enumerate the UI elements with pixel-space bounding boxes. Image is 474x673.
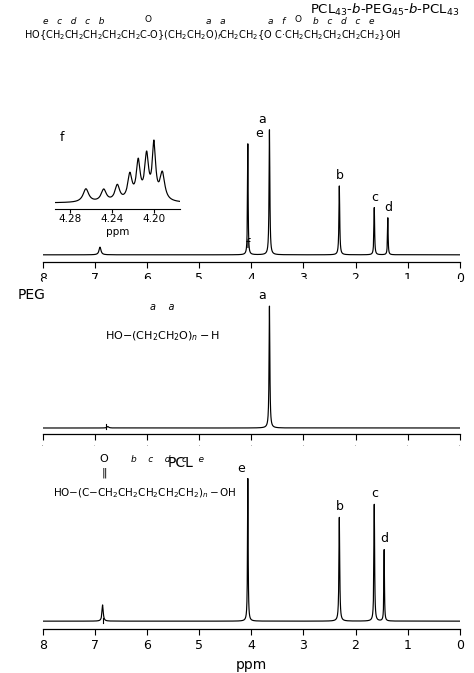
Text: b: b <box>336 499 343 513</box>
Text: d: d <box>380 532 388 545</box>
Text: b: b <box>336 169 343 182</box>
Text: a   a: a a <box>206 17 226 26</box>
Text: PEG: PEG <box>18 288 45 302</box>
Text: PCL: PCL <box>168 456 194 470</box>
Text: d: d <box>384 201 392 214</box>
Text: a: a <box>258 289 266 302</box>
X-axis label: ppm: ppm <box>236 658 267 672</box>
Text: b   c   d   c   e: b c d c e <box>313 17 374 26</box>
X-axis label: ppm: ppm <box>106 227 129 237</box>
Text: O: O <box>294 15 301 24</box>
Text: O: O <box>145 15 152 24</box>
Text: ‖: ‖ <box>101 468 107 479</box>
Text: a: a <box>258 113 266 126</box>
Text: f: f <box>60 131 64 144</box>
Text: O: O <box>100 454 109 464</box>
Text: PCL$_{43}$-$b$-PEG$_{45}$-$b$-PCL$_{43}$: PCL$_{43}$-$b$-PEG$_{45}$-$b$-PCL$_{43}$ <box>310 2 460 18</box>
Text: HO$-$(C$-$CH$_2$CH$_2$CH$_2$CH$_2$CH$_2$)$_n-$OH: HO$-$(C$-$CH$_2$CH$_2$CH$_2$CH$_2$CH$_2$… <box>53 486 237 499</box>
Text: a    a: a a <box>149 302 174 312</box>
Text: f: f <box>246 238 250 251</box>
Text: HO{CH$_2$CH$_2$CH$_2$CH$_2$CH$_2$C-O}(CH$_2$CH$_2$O)$_f$CH$_2$CH$_2${O C·CH$_2$C: HO{CH$_2$CH$_2$CH$_2$CH$_2$CH$_2$C-O}(CH… <box>24 28 401 42</box>
Text: e: e <box>237 462 246 475</box>
Text: e   c   d   c   b: e c d c b <box>43 17 104 26</box>
Text: e: e <box>255 127 263 140</box>
Text: c: c <box>371 487 378 499</box>
Text: c: c <box>371 191 378 204</box>
Text: HO$-$(CH$_2$CH$_2$O)$_n-$H: HO$-$(CH$_2$CH$_2$O)$_n-$H <box>105 329 220 343</box>
Text: a   f: a f <box>268 17 285 26</box>
Text: b    c    d    c    e: b c d c e <box>131 455 204 464</box>
